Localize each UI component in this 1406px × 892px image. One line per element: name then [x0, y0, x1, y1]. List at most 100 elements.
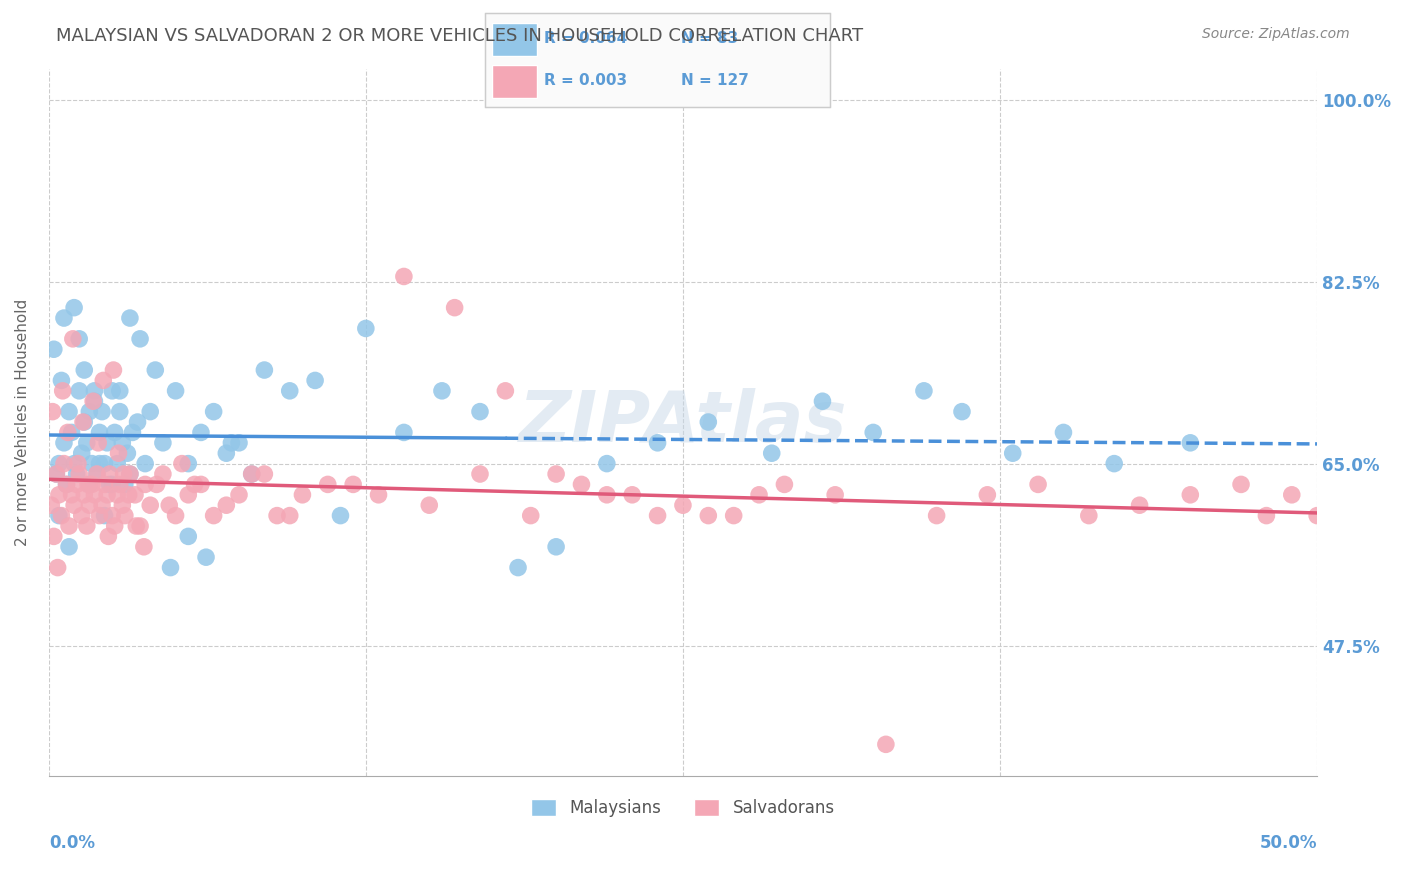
Point — [304, 374, 326, 388]
Point — [101, 477, 124, 491]
Point — [58, 540, 80, 554]
Text: R = 0.064: R = 0.064 — [544, 31, 627, 46]
Text: 50.0%: 50.0% — [1260, 834, 1317, 853]
Point — [79, 477, 101, 491]
Point — [63, 301, 86, 315]
Point — [253, 467, 276, 481]
Point — [596, 457, 619, 471]
Point — [67, 332, 90, 346]
Point — [748, 488, 770, 502]
Point — [190, 477, 212, 491]
Point — [221, 435, 243, 450]
Point — [108, 477, 131, 491]
Point — [118, 467, 141, 481]
Point — [111, 498, 134, 512]
Point — [56, 425, 79, 440]
Point — [103, 363, 125, 377]
Point — [129, 519, 152, 533]
Point — [118, 311, 141, 326]
Point — [105, 488, 128, 502]
Point — [1001, 446, 1024, 460]
Point — [63, 498, 86, 512]
Point — [925, 508, 948, 523]
Point — [159, 560, 181, 574]
Point — [132, 540, 155, 554]
Point — [145, 477, 167, 491]
Point — [62, 332, 84, 346]
Point — [86, 467, 108, 481]
Text: R = 0.003: R = 0.003 — [544, 73, 627, 88]
Point — [278, 508, 301, 523]
Point — [195, 550, 218, 565]
Point — [55, 477, 77, 491]
Point — [77, 477, 100, 491]
Point — [55, 477, 77, 491]
Point — [1102, 457, 1125, 471]
Point — [73, 415, 96, 429]
Point — [291, 488, 314, 502]
Point — [108, 384, 131, 398]
Point — [152, 467, 174, 481]
Point — [392, 425, 415, 440]
Y-axis label: 2 or more Vehicles in Household: 2 or more Vehicles in Household — [15, 299, 30, 546]
Point — [79, 498, 101, 512]
Point — [42, 343, 65, 357]
Point — [240, 467, 263, 481]
Point — [862, 425, 884, 440]
Point — [697, 508, 720, 523]
Point — [66, 457, 89, 471]
Point — [468, 467, 491, 481]
Point — [93, 508, 115, 523]
Point — [72, 415, 94, 429]
Point — [111, 435, 134, 450]
Point — [58, 519, 80, 533]
Point — [104, 425, 127, 440]
Point — [41, 404, 63, 418]
Point — [183, 477, 205, 491]
Point — [519, 508, 541, 523]
Point — [46, 560, 69, 574]
Point — [571, 477, 593, 491]
Point — [89, 508, 111, 523]
Point — [143, 363, 166, 377]
Point — [83, 488, 105, 502]
Point — [42, 529, 65, 543]
Point — [329, 508, 352, 523]
Point — [139, 404, 162, 418]
Point — [101, 508, 124, 523]
Bar — [492, 65, 537, 98]
Point — [76, 519, 98, 533]
Point — [107, 446, 129, 460]
Point — [177, 529, 200, 543]
Point — [647, 508, 669, 523]
Point — [70, 508, 93, 523]
Point — [1256, 508, 1278, 523]
Point — [354, 321, 377, 335]
Point — [83, 384, 105, 398]
Point — [82, 394, 104, 409]
Point — [114, 477, 136, 491]
Text: 0.0%: 0.0% — [49, 834, 94, 853]
Point — [91, 498, 114, 512]
Point — [157, 498, 180, 512]
Point — [723, 508, 745, 523]
Point — [202, 404, 225, 418]
Point — [697, 415, 720, 429]
Point — [1026, 477, 1049, 491]
Point — [101, 384, 124, 398]
Point — [342, 477, 364, 491]
Point — [89, 457, 111, 471]
Point — [177, 488, 200, 502]
Point — [51, 374, 73, 388]
Point — [52, 384, 75, 398]
Legend: Malaysians, Salvadorans: Malaysians, Salvadorans — [524, 792, 842, 824]
Text: MALAYSIAN VS SALVADORAN 2 OR MORE VEHICLES IN HOUSEHOLD CORRELATION CHART: MALAYSIAN VS SALVADORAN 2 OR MORE VEHICL… — [56, 27, 863, 45]
Point — [45, 467, 67, 481]
Point — [87, 435, 110, 450]
Point — [134, 477, 156, 491]
Point — [177, 457, 200, 471]
Point — [76, 435, 98, 450]
Point — [165, 508, 187, 523]
Point — [202, 508, 225, 523]
Point — [121, 425, 143, 440]
